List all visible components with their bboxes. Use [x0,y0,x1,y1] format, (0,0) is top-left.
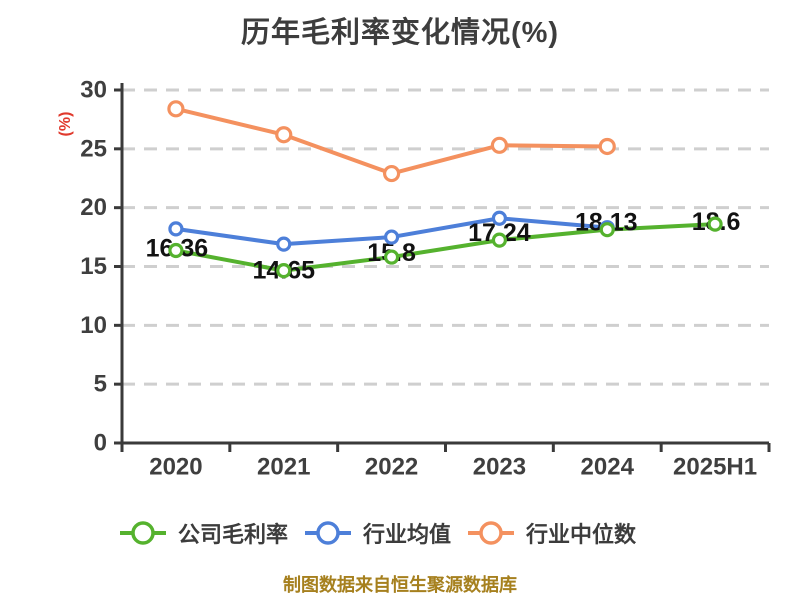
chart-title: 历年毛利率变化情况(%) [240,17,560,49]
data-point-marker-公司毛利率 [491,232,508,248]
legend-marker-icon [468,521,514,545]
data-point-marker-行业中位数 [167,100,185,118]
axis-line [120,83,769,445]
y-tick-label: 25 [80,135,107,162]
data-point-marker-行业中位数 [382,164,401,183]
legend-item-行业中位数: 行业中位数 [468,517,636,549]
data-point-marker-公司毛利率 [168,242,184,259]
y-tick-label: 30 [80,77,107,104]
y-tick-label: 15 [80,253,107,280]
legend-item-行业均值: 行业均值 [304,517,451,549]
x-tick-label: 2023 [473,454,526,481]
data-point-marker-行业中位数 [598,137,616,156]
y-tick-label: 10 [80,312,107,339]
data-point-marker-行业中位数 [275,126,293,144]
series-line-公司毛利率 [173,222,718,273]
legend-item-公司毛利率: 公司毛利率 [119,517,288,549]
data-point-marker-行业均值 [276,236,292,252]
data-point-marker-行业均值 [383,229,400,245]
y-tick-label: 0 [94,430,107,457]
data-point-marker-公司毛利率 [599,222,615,238]
legend-marker-icon [304,521,351,545]
data-point-marker-公司毛利率 [276,263,292,279]
chart-legend: 公司毛利率 行业均值 行业中位数 [0,517,756,549]
data-point-marker-公司毛利率 [707,216,723,232]
legend-label: 行业均值 [362,522,451,547]
series-line-行业中位数 [173,106,610,176]
y-tick-label: 5 [94,371,107,398]
data-source-note: 制图数据来自恒生聚源数据库 [283,575,517,595]
x-tick-label: 2024 [581,454,635,481]
x-tick-label: 2022 [365,454,418,481]
data-point-marker-行业中位数 [490,136,509,154]
legend-label: 行业中位数 [526,522,637,547]
legend-label: 公司毛利率 [177,522,288,547]
data-point-marker-公司毛利率 [383,249,400,265]
x-tick-label: 2025H1 [673,454,757,481]
data-point-marker-行业均值 [168,221,184,237]
data-point-marker-行业均值 [491,210,508,226]
legend-marker-icon [119,521,166,545]
x-tick-label: 2020 [149,454,202,481]
y-tick-label: 20 [80,194,107,221]
x-tick-label: 2021 [257,454,310,481]
